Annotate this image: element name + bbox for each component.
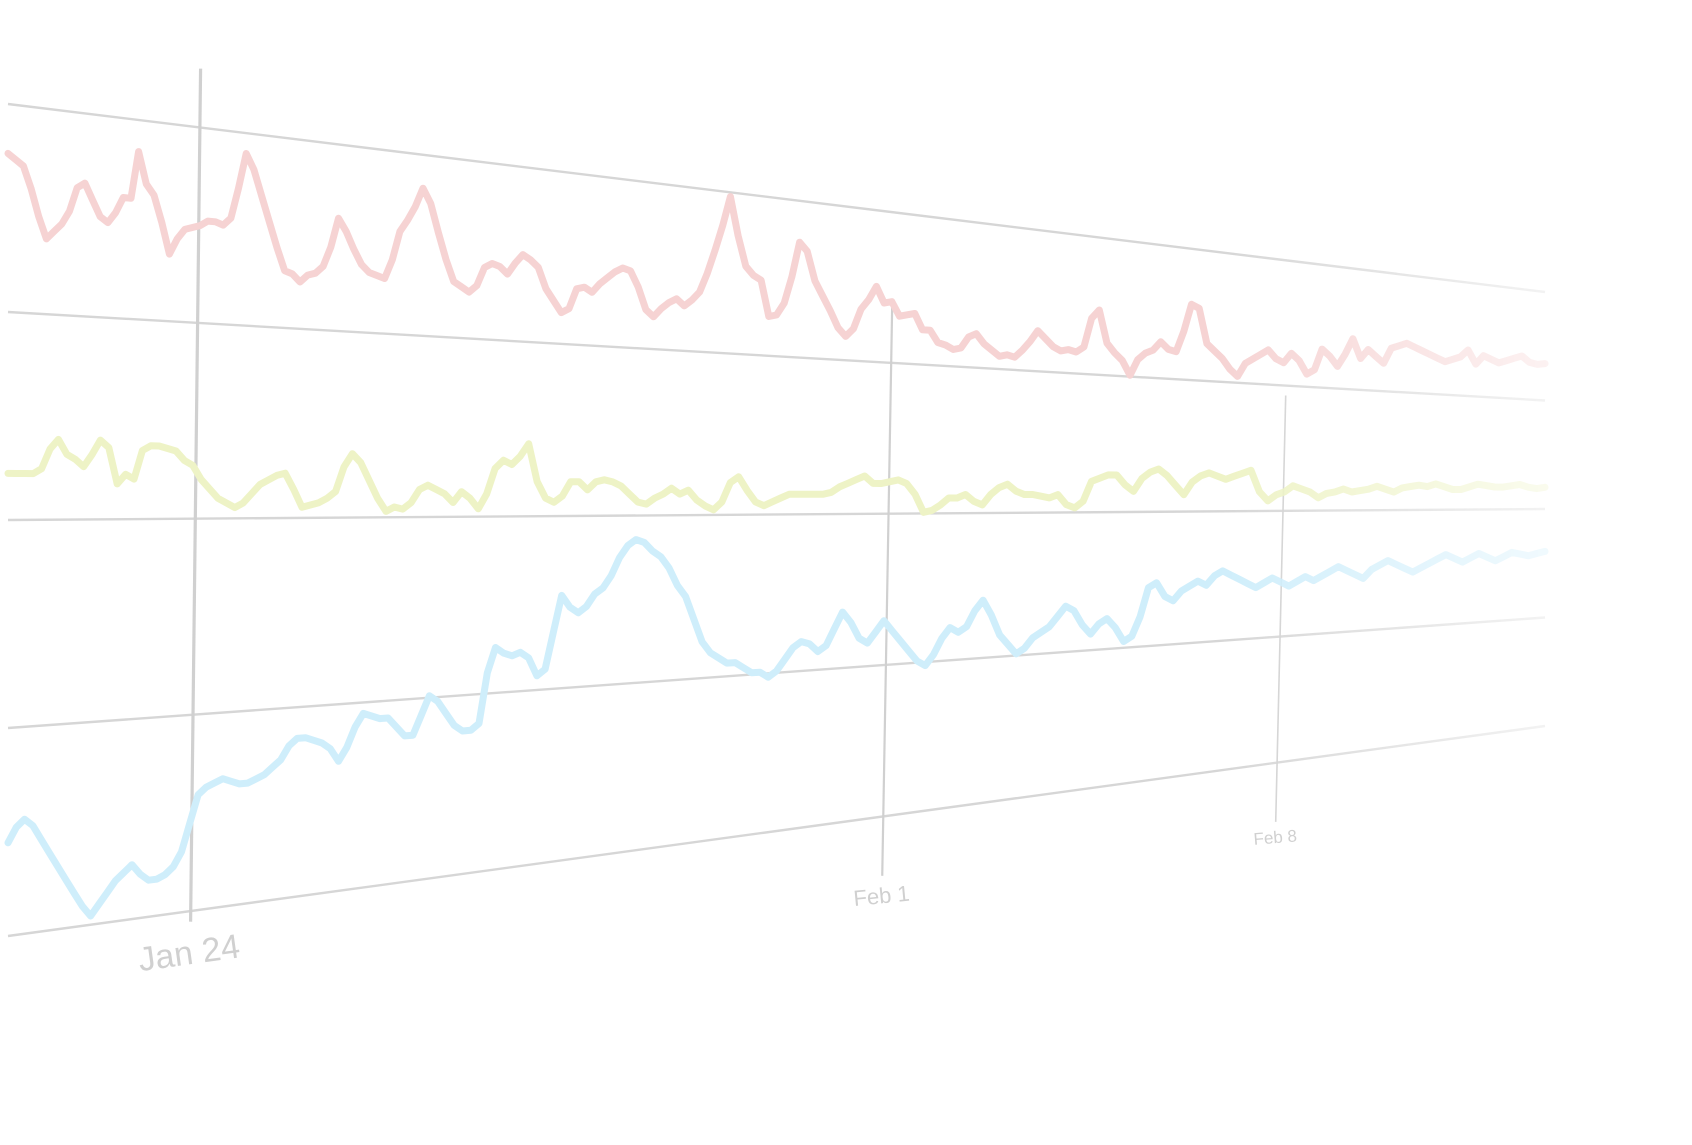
series-line-0	[4, 148, 1549, 380]
x-tick-label: Feb 1	[852, 881, 910, 911]
series-line-1	[4, 435, 1549, 516]
x-tick-label: Jan 24	[136, 927, 242, 979]
v-gridline-0	[188, 68, 203, 922]
h-gridline-2	[7, 507, 1546, 522]
v-gridline-1	[881, 302, 894, 876]
x-axis-ticks: Jan 24 Feb 1 Feb 8	[136, 826, 1298, 979]
x-tick-label: Feb 8	[1253, 826, 1298, 848]
h-gridline-0	[7, 102, 1546, 294]
h-gridline-1	[7, 310, 1546, 402]
series-lines	[4, 148, 1549, 920]
series-line-2	[4, 536, 1549, 920]
gridlines	[7, 68, 1546, 938]
h-gridline-4	[7, 724, 1546, 938]
v-gridline-2	[1274, 395, 1287, 822]
